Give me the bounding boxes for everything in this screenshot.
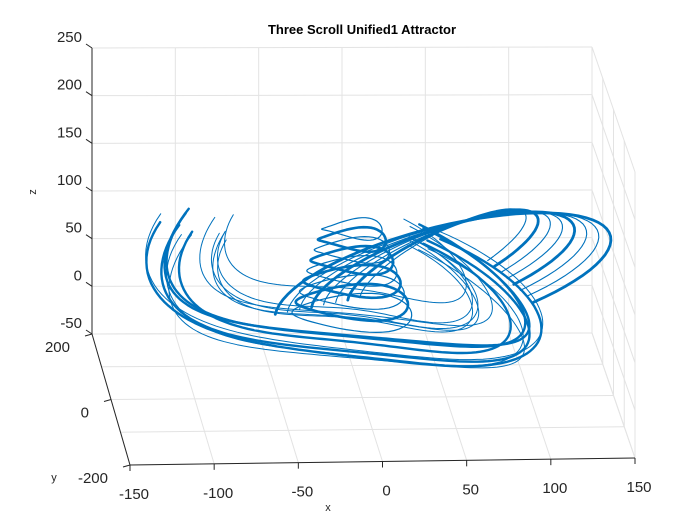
floor-gridline-y	[120, 426, 625, 433]
x-axis-label: x	[325, 502, 331, 514]
backwall-gridline-z	[91, 94, 593, 97]
z-tick-mark	[85, 43, 93, 49]
trajectory-segment	[316, 225, 388, 254]
z-tick-label: 150	[57, 124, 82, 141]
backwall-gridline-z	[91, 189, 593, 192]
backwall-gridline-z	[91, 141, 593, 144]
y-tick-label: 0	[81, 405, 89, 422]
z-tick-label: 250	[57, 29, 82, 46]
backwall-gridline-z	[91, 46, 593, 49]
z-tick-label: 0	[74, 267, 82, 284]
sidewall-gridline-z	[591, 285, 636, 411]
tick-labels: -150 -100 -50 0 50 100 150 -200 0 200 -50 0 50 100 150…	[45, 29, 652, 503]
y-axis-label: y	[51, 472, 57, 484]
trajectory-segment	[177, 230, 512, 355]
trajectory-segment	[199, 216, 493, 327]
x-tick-label: 150	[626, 479, 651, 496]
sidewall-gridline-z	[591, 332, 636, 459]
x-tick-label: -150	[119, 486, 149, 503]
trajectory-segment	[346, 208, 540, 302]
floor-gridline-y	[101, 363, 603, 368]
chart-title: Three Scroll Unified1 Attractor	[268, 22, 456, 37]
y-tick-mark	[122, 464, 131, 468]
z-tick-mark	[85, 91, 93, 97]
trajectory-segment	[273, 211, 613, 316]
trajectory-segment	[210, 232, 479, 329]
x-tick-label: -100	[203, 485, 233, 502]
z-tick-mark	[85, 186, 93, 192]
sidewall-gridline-z	[591, 237, 636, 363]
trajectory-segment	[291, 292, 413, 333]
trajectory-segment	[335, 210, 551, 304]
z-tick-label: 200	[57, 77, 82, 94]
z-tick-label: -50	[60, 315, 82, 332]
trajectory-segment	[165, 212, 527, 348]
y-tick-mark	[84, 333, 93, 337]
trajectory-segment	[163, 207, 531, 347]
attractor-trace	[145, 207, 613, 369]
trajectory-segment	[294, 282, 410, 323]
z-axis-label: z	[27, 189, 39, 195]
z-tick-mark	[85, 281, 93, 287]
x-tick-label: 50	[462, 481, 479, 498]
y-tick-mark	[103, 399, 112, 402]
sidewall-gridline-z	[591, 189, 636, 316]
x-tick-label: -50	[291, 484, 313, 501]
sidewall-gridline-z	[591, 46, 636, 173]
sidewall-gridline-z	[591, 142, 636, 268]
sidewall-gridline-z	[591, 94, 636, 220]
z-tick-mark	[85, 138, 93, 144]
trajectory-segment	[216, 230, 473, 324]
trajectory-segment	[145, 221, 543, 368]
trajectory-segment	[321, 217, 383, 241]
z-tick-mark	[85, 329, 93, 335]
z-tick-mark	[85, 234, 93, 240]
trajectory-segment	[160, 223, 531, 363]
backwall-gridline-z	[91, 237, 593, 240]
x-tick-label: 100	[542, 480, 567, 497]
y-tick-label: 200	[45, 339, 70, 356]
z-tick-label: 50	[65, 220, 82, 237]
trajectory-segment	[145, 213, 544, 361]
x-tick-label: 0	[382, 483, 390, 500]
y-tick-label: -200	[78, 470, 108, 487]
floor-gridline-y	[110, 395, 614, 400]
axes	[84, 43, 636, 471]
z-tick-label: 100	[57, 172, 82, 189]
